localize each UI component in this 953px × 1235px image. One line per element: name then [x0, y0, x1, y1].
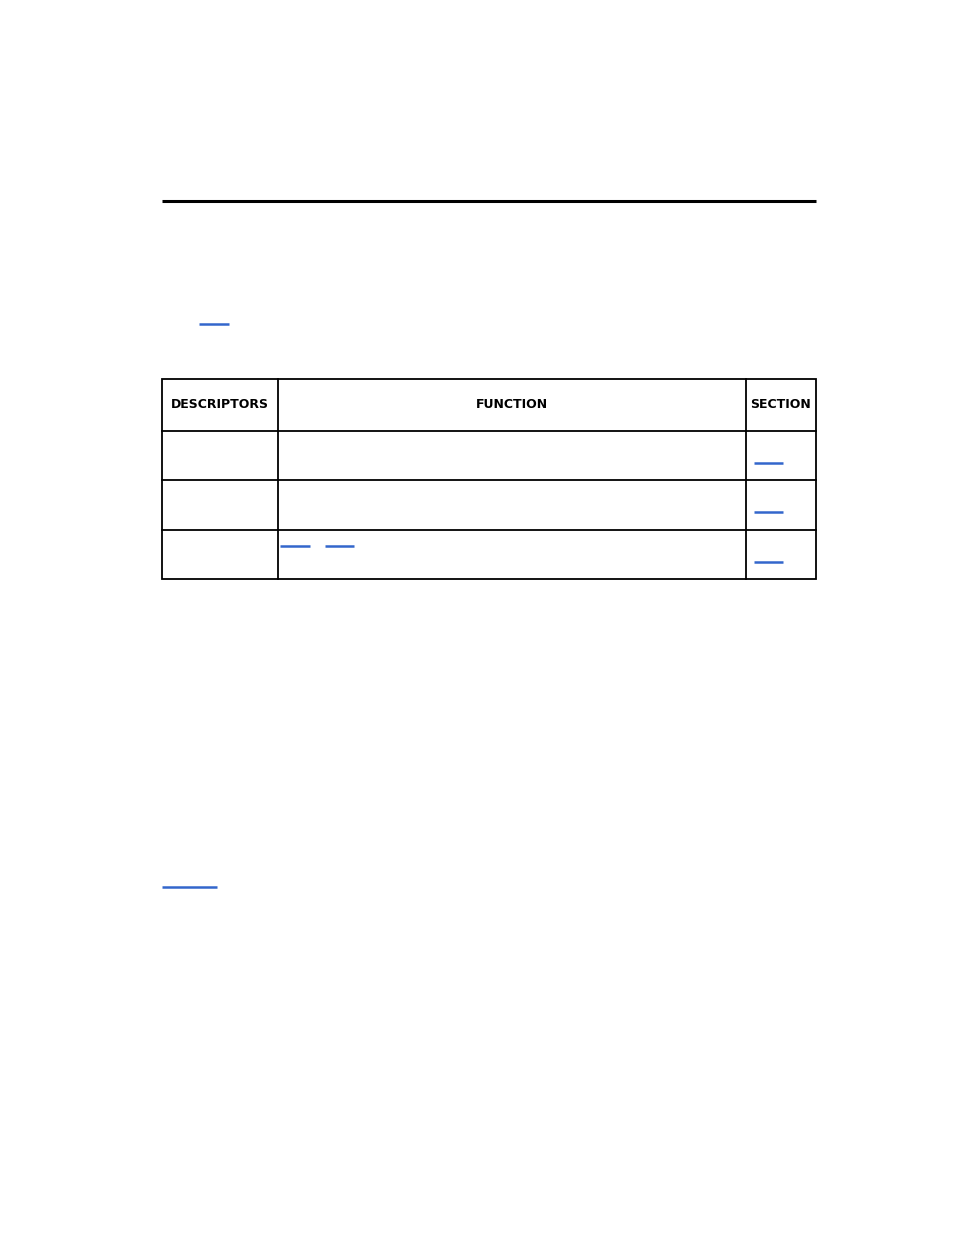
Text: SECTION: SECTION	[750, 399, 810, 411]
Text: DESCRIPTORS: DESCRIPTORS	[171, 399, 269, 411]
Bar	[162, 379, 815, 579]
Text: FUNCTION: FUNCTION	[476, 399, 548, 411]
